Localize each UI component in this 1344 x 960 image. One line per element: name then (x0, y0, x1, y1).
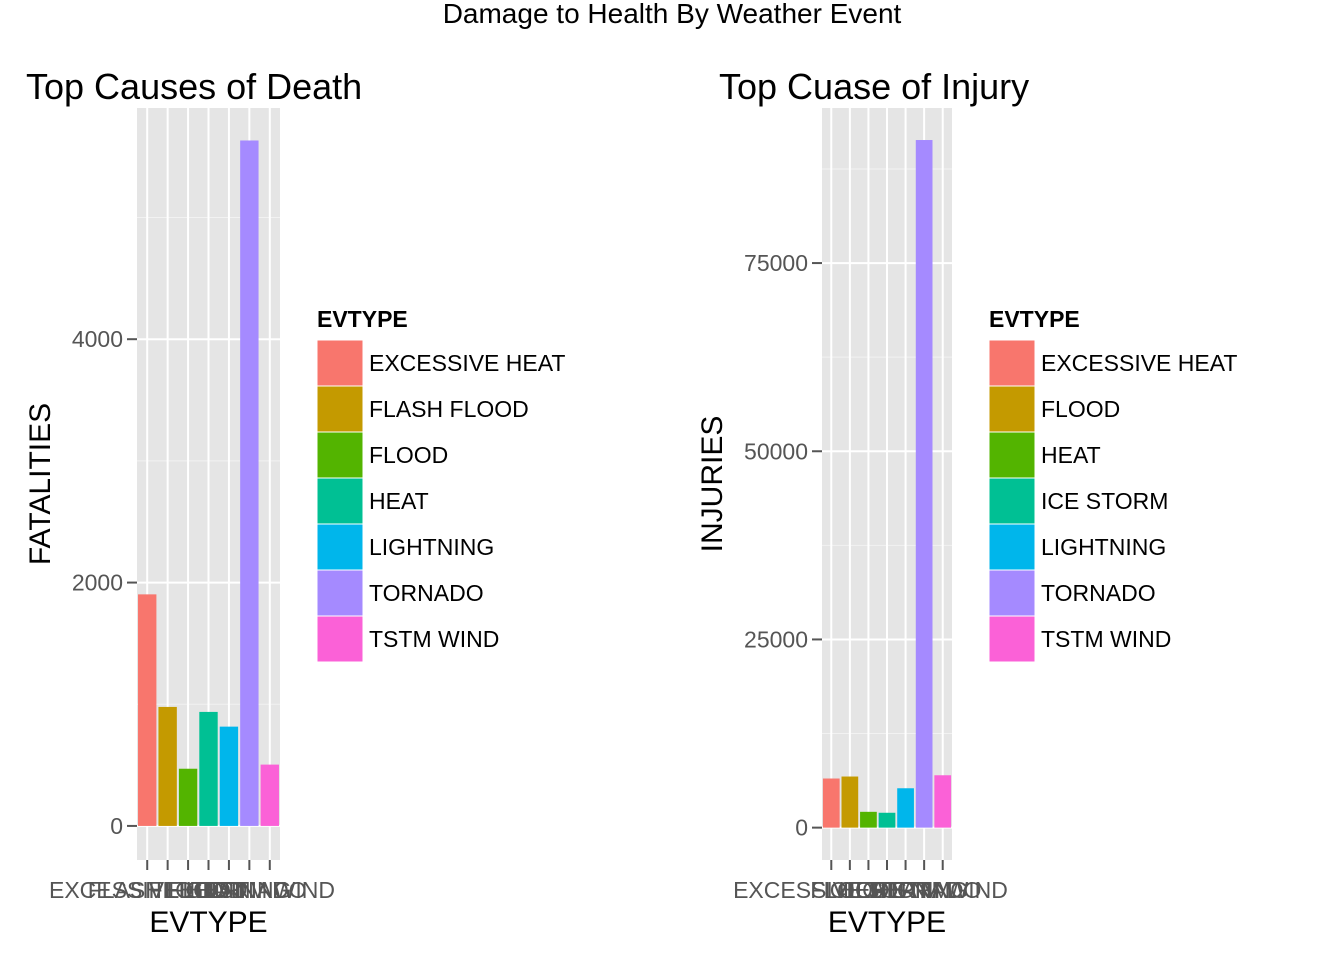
legend-label: HEAT (369, 488, 429, 514)
legend-swatch (988, 615, 1036, 663)
x-tick-label: HEAT (179, 877, 239, 903)
x-axis-title: EVTYPE (828, 906, 946, 939)
y-tick-label: 2000 (72, 570, 123, 596)
legend-swatch (316, 569, 364, 617)
bar (158, 706, 177, 826)
legend-label: TORNADO (369, 580, 484, 606)
legend-label: TORNADO (1041, 580, 1156, 606)
y-axis-title: INJURIES (696, 416, 729, 553)
x-tick-label: LIGHTNING (166, 877, 291, 903)
y-tick-label: 4000 (72, 326, 123, 352)
legend-label: FLASH FLOOD (369, 396, 529, 422)
y-tick-label: 0 (795, 815, 808, 841)
legend-swatch (316, 523, 364, 571)
bar (841, 776, 859, 828)
x-tick-label: TSTM WIND (878, 877, 1008, 903)
legend-label: TSTM WIND (1041, 626, 1171, 652)
x-tick-label: FLOOD (148, 877, 227, 903)
legend-swatch (316, 431, 364, 479)
bar (219, 726, 239, 826)
x-tick-label: ICE STORM (823, 877, 950, 903)
x-tick-label: TORNADO (192, 877, 307, 903)
legend-label: FLOOD (369, 442, 448, 468)
legend-swatch (988, 477, 1036, 525)
legend-swatch (316, 385, 364, 433)
y-axis-title: FATALITIES (24, 403, 57, 565)
bar (138, 594, 157, 826)
legend-swatch (988, 431, 1036, 479)
y-tick-label: 50000 (744, 438, 808, 464)
legend-swatch (988, 385, 1036, 433)
bar (878, 812, 896, 828)
legend-swatch (988, 523, 1036, 571)
bar (915, 140, 933, 828)
legend-label: EXCESSIVE HEAT (369, 350, 565, 376)
legend-label: TSTM WIND (369, 626, 499, 652)
legend-title: EVTYPE (317, 306, 408, 332)
legend-label: FLOOD (1041, 396, 1120, 422)
x-tick-label: TORNADO (867, 877, 982, 903)
legend-swatch (316, 615, 364, 663)
legend-swatch (988, 569, 1036, 617)
x-tick-label: EXCESSIVE HEAT (49, 877, 245, 903)
legend-label: LIGHTNING (1041, 534, 1166, 560)
bar (897, 788, 914, 828)
y-tick-label: 0 (110, 813, 123, 839)
legend-label: LIGHTNING (369, 534, 494, 560)
bar (822, 778, 840, 828)
x-axis-title: EVTYPE (149, 906, 267, 939)
legend-swatch (316, 339, 364, 387)
x-tick-label: TSTM WIND (205, 877, 335, 903)
x-tick-label: FLASH FLOOD (88, 877, 248, 903)
bar (260, 764, 279, 826)
legend-title: EVTYPE (989, 306, 1080, 332)
fatalities-chart: Top Causes of Death 0 2000 4000 EXCESSIVE HE… (24, 66, 565, 939)
x-tick-label: EXCESSIVE HEAT (733, 877, 929, 903)
legend-swatch (988, 339, 1036, 387)
panel-title: Top Causes of Death (26, 66, 362, 107)
figure-title: Damage to Health By Weather Event (443, 0, 902, 29)
injuries-chart: Top Cuase of Injury 0 25000 50000 75000 EXCES… (696, 66, 1237, 939)
x-tick-label: FLOOD (810, 877, 889, 903)
legend-swatch (316, 477, 364, 525)
legend-label: HEAT (1041, 442, 1101, 468)
x-tick-label: LIGHTNING (843, 877, 968, 903)
legend-label: EXCESSIVE HEAT (1041, 350, 1237, 376)
y-tick-label: 75000 (744, 250, 808, 276)
bar (934, 775, 952, 828)
bar (178, 768, 198, 826)
legend-label: ICE STORM (1041, 488, 1168, 514)
panel-title: Top Cuase of Injury (719, 66, 1029, 107)
x-tick-label: HEAT (839, 877, 899, 903)
bar (199, 711, 218, 826)
bar (860, 811, 877, 828)
y-tick-label: 25000 (744, 626, 808, 652)
bar (240, 140, 259, 826)
